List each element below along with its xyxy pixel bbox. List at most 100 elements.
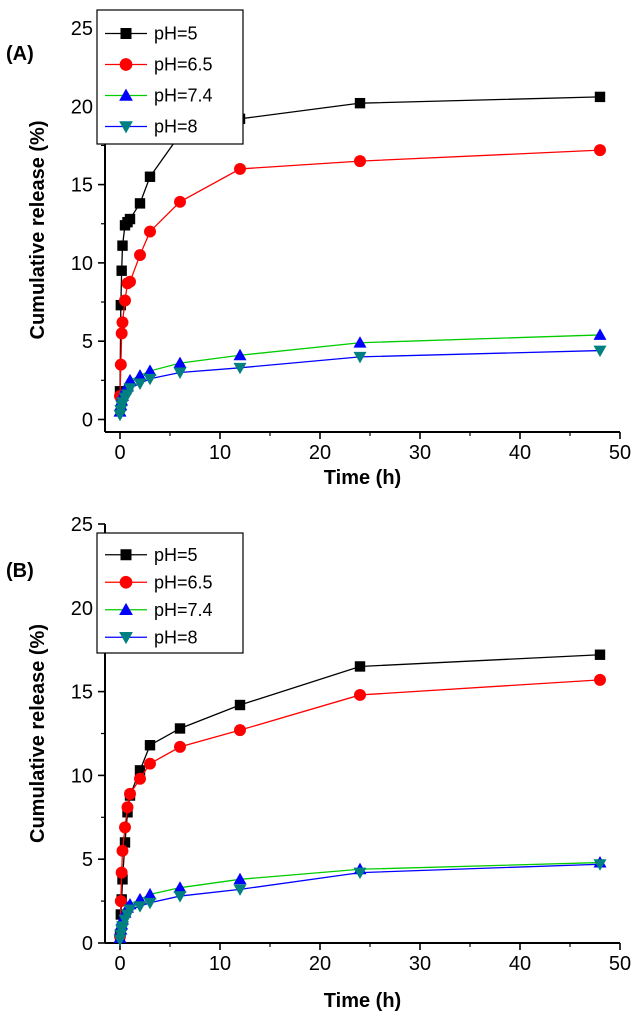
data-point (133, 378, 147, 390)
series-line (119, 679, 601, 937)
data-point (594, 144, 606, 157)
data-point (233, 348, 247, 361)
data-point (174, 723, 186, 734)
data-point (123, 383, 137, 395)
legend-marker (119, 121, 133, 134)
data-point (173, 891, 187, 903)
data-point (233, 884, 247, 896)
data-point (354, 688, 366, 701)
x-tick-label: 30 (409, 442, 431, 464)
legend-marker (120, 28, 132, 39)
data-point (143, 887, 157, 900)
series-ph-6-5 (114, 673, 606, 943)
data-point (354, 97, 366, 109)
x-axis-title: Time (h) (324, 990, 401, 1012)
data-point (124, 213, 136, 225)
data-point (144, 757, 156, 770)
legend-marker (120, 549, 132, 561)
data-point (354, 155, 366, 168)
data-point (174, 740, 186, 753)
data-point (144, 225, 156, 238)
data-point (143, 897, 157, 910)
data-point (234, 724, 246, 737)
x-tick-label: 30 (409, 953, 431, 975)
panel-label: (B) (6, 560, 34, 582)
legend: pH=5 pH=6.5 pH=7.4 pH=8 (96, 532, 244, 654)
legend-marker (119, 632, 133, 645)
data-point (143, 373, 157, 386)
data-point (594, 91, 606, 103)
legend-label: pH=8 (154, 627, 198, 647)
data-point (115, 866, 128, 879)
data-point (173, 367, 187, 379)
data-point (134, 765, 146, 776)
data-point (115, 327, 128, 340)
data-point (121, 801, 134, 814)
x-tick-label: 20 (309, 442, 331, 464)
data-point (173, 881, 187, 893)
data-point (116, 265, 127, 276)
panel-label: (A) (6, 43, 34, 65)
data-point (593, 328, 607, 340)
y-tick-label: 25 (71, 514, 93, 536)
data-point (143, 364, 157, 376)
data-point (117, 874, 128, 885)
x-axis-title: Time (h) (324, 467, 401, 489)
data-point (134, 772, 146, 785)
series-ph-8 (113, 345, 607, 422)
y-tick-label: 25 (71, 18, 93, 40)
data-point (234, 162, 246, 175)
legend-label: pH=6.5 (154, 572, 213, 592)
data-point (116, 316, 129, 329)
data-point (134, 249, 146, 262)
legend-label: pH=5 (154, 545, 198, 565)
legend-label: pH=8 (154, 117, 198, 137)
data-point (114, 895, 127, 908)
x-tick-label: 10 (209, 442, 231, 464)
data-point (123, 904, 137, 916)
data-point (113, 934, 127, 947)
data-point (133, 901, 147, 913)
x-tick-label: 20 (309, 953, 331, 975)
x-tick-label: 0 (114, 953, 125, 975)
data-point (594, 673, 606, 686)
data-point (144, 171, 156, 182)
y-tick-label: 20 (71, 598, 93, 620)
y-tick-label: 5 (82, 331, 93, 353)
data-point (119, 821, 131, 834)
chart-panel-b: 0 5 10 15 20 25 0 10 20 30 40 50 Time (h) Cumulative … (6, 514, 631, 1012)
data-point (354, 661, 366, 672)
legend-label: pH=7.4 (154, 86, 213, 106)
data-point (115, 299, 127, 311)
legend-label: pH=5 (154, 24, 198, 44)
data-point (114, 358, 127, 371)
legend-label: pH=6.5 (154, 55, 213, 75)
y-tick-label: 15 (71, 682, 93, 704)
data-point (116, 844, 129, 857)
legend-marker (119, 602, 133, 615)
data-point (594, 649, 606, 660)
data-point (114, 405, 128, 417)
series-ph-8 (113, 859, 607, 947)
data-point (119, 294, 131, 307)
y-axis-title: Cumulative release (%) (27, 121, 49, 340)
x-tick-label: 40 (509, 953, 531, 975)
data-point (113, 409, 127, 422)
data-point (353, 867, 367, 880)
chart-panel-a: 0 5 10 15 20 25 0 10 20 30 40 50 Time (h) Cumulative … (6, 9, 631, 489)
x-tick-label: 40 (509, 442, 531, 464)
data-point (144, 740, 156, 751)
data-point (174, 195, 186, 208)
y-tick-label: 10 (71, 253, 93, 275)
data-point (353, 336, 367, 348)
legend-marker (119, 58, 133, 71)
y-tick-label: 0 (82, 409, 93, 431)
x-tick-label: 10 (209, 953, 231, 975)
data-point (124, 787, 136, 800)
y-axis-title: Cumulative release (%) (27, 624, 49, 843)
legend-marker (119, 575, 133, 589)
data-point (233, 872, 247, 885)
data-point (134, 198, 146, 209)
